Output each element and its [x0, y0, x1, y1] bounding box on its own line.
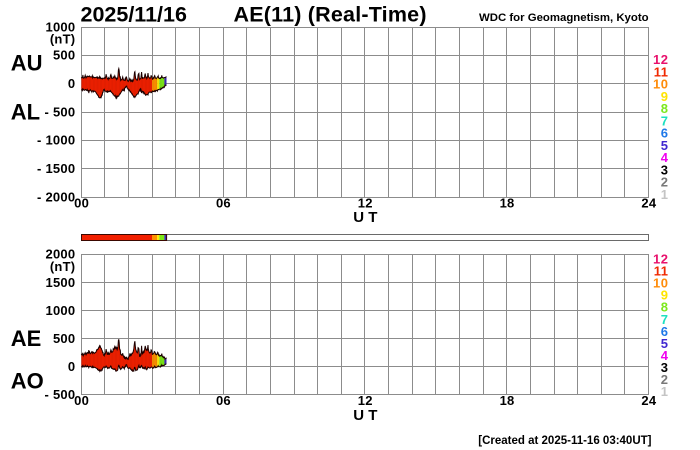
svg-text:8: 8 — [661, 101, 669, 116]
svg-text:AE: AE — [11, 326, 42, 351]
svg-text:4: 4 — [661, 150, 669, 165]
svg-text:2: 2 — [661, 372, 669, 387]
svg-text:AO: AO — [11, 369, 44, 394]
svg-text:24: 24 — [641, 195, 656, 210]
svg-text:AE(11) (Real-Time): AE(11) (Real-Time) — [234, 2, 427, 26]
svg-text:5: 5 — [661, 336, 669, 351]
svg-text:5: 5 — [661, 138, 669, 153]
svg-text:12: 12 — [358, 195, 373, 210]
svg-text:500: 500 — [53, 48, 75, 63]
svg-text:06: 06 — [216, 195, 231, 210]
svg-text:7: 7 — [661, 113, 669, 128]
svg-text:12: 12 — [358, 393, 373, 408]
svg-text:2000: 2000 — [45, 247, 75, 262]
svg-text:- 1500: - 1500 — [37, 161, 75, 176]
svg-text:- 500: - 500 — [45, 104, 76, 119]
svg-text:3: 3 — [661, 162, 669, 177]
svg-text:1: 1 — [661, 384, 669, 399]
svg-text:00: 00 — [74, 393, 89, 408]
svg-text:18: 18 — [500, 393, 515, 408]
svg-text:2025/11/16: 2025/11/16 — [81, 2, 187, 26]
svg-text:0: 0 — [68, 76, 75, 91]
svg-text:(nT): (nT) — [50, 259, 76, 274]
svg-text:12: 12 — [653, 252, 668, 267]
svg-text:24: 24 — [641, 393, 656, 408]
svg-text:- 500: - 500 — [45, 387, 76, 402]
svg-text:- 1000: - 1000 — [37, 133, 75, 148]
svg-text:0: 0 — [68, 359, 75, 374]
svg-text:6: 6 — [661, 126, 669, 141]
svg-text:WDC for Geomagnetism, Kyoto: WDC for Geomagnetism, Kyoto — [479, 12, 649, 24]
svg-text:11: 11 — [654, 64, 669, 79]
svg-text:4: 4 — [661, 348, 669, 363]
svg-text:06: 06 — [216, 393, 231, 408]
svg-text:U T: U T — [353, 209, 377, 226]
svg-text:9: 9 — [661, 288, 669, 303]
svg-text:2: 2 — [661, 175, 669, 190]
svg-text:3: 3 — [661, 360, 669, 375]
svg-text:8: 8 — [661, 300, 669, 315]
svg-text:U T: U T — [353, 407, 377, 424]
svg-text:1: 1 — [661, 187, 669, 202]
svg-text:12: 12 — [653, 52, 668, 67]
svg-text:AL: AL — [11, 100, 40, 125]
svg-text:10: 10 — [653, 276, 668, 291]
svg-text:1500: 1500 — [45, 275, 75, 290]
svg-text:7: 7 — [661, 312, 669, 327]
svg-text:1000: 1000 — [45, 303, 75, 318]
svg-text:(nT): (nT) — [50, 32, 76, 47]
svg-text:9: 9 — [661, 89, 669, 104]
svg-text:500: 500 — [53, 331, 75, 346]
svg-text:- 2000: - 2000 — [37, 189, 75, 204]
svg-text:[Created at 2025-11-16 03:40UT: [Created at 2025-11-16 03:40UT] — [478, 435, 651, 447]
svg-text:10: 10 — [653, 77, 668, 92]
svg-text:AU: AU — [11, 51, 43, 76]
svg-text:00: 00 — [74, 195, 89, 210]
svg-text:18: 18 — [500, 195, 515, 210]
svg-text:11: 11 — [654, 264, 669, 279]
svg-text:1000: 1000 — [45, 19, 75, 34]
svg-text:6: 6 — [661, 324, 669, 339]
